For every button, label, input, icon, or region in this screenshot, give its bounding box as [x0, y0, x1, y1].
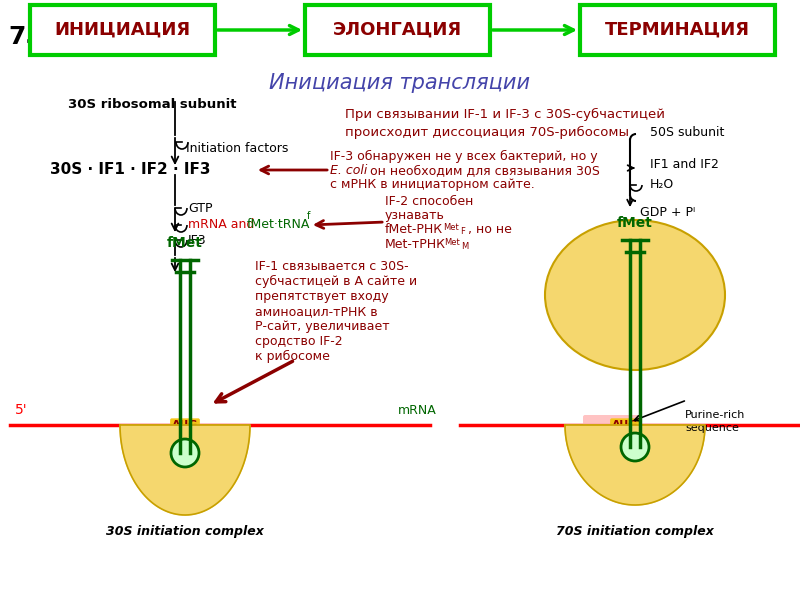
Text: Р-сайт, увеличивает: Р-сайт, увеличивает	[255, 320, 390, 333]
Text: к рибосоме: к рибосоме	[255, 350, 330, 363]
Text: mRNA and: mRNA and	[188, 218, 258, 232]
Polygon shape	[565, 425, 705, 505]
Text: F: F	[460, 227, 465, 236]
Text: Met: Met	[444, 238, 460, 247]
Text: аминоацил-тРНК в: аминоацил-тРНК в	[255, 305, 378, 318]
Text: 70S initiation complex: 70S initiation complex	[556, 525, 714, 538]
Text: препятствует входу: препятствует входу	[255, 290, 389, 303]
Text: 5': 5'	[15, 403, 28, 417]
Text: IF-3 обнаружен не у всех бактерий, но у: IF-3 обнаружен не у всех бактерий, но у	[330, 150, 598, 163]
FancyBboxPatch shape	[305, 5, 490, 55]
Text: f: f	[307, 211, 310, 221]
Text: IF-1 связывается с 30S-: IF-1 связывается с 30S-	[255, 260, 409, 273]
FancyBboxPatch shape	[580, 5, 775, 55]
Text: fMet: fMet	[617, 216, 653, 230]
Text: 30S ribosomal subunit: 30S ribosomal subunit	[68, 98, 237, 111]
Text: IF3: IF3	[188, 233, 206, 247]
FancyBboxPatch shape	[583, 415, 642, 435]
Text: IF1 and IF2: IF1 and IF2	[650, 158, 719, 172]
Text: узнавать: узнавать	[385, 209, 445, 222]
Text: fMet-РНК: fMet-РНК	[385, 223, 443, 236]
Text: Инициация трансляции: Инициация трансляции	[270, 73, 530, 93]
Text: AUG: AUG	[172, 420, 198, 430]
Ellipse shape	[621, 433, 649, 461]
Text: Met-тРНК: Met-тРНК	[385, 238, 446, 251]
Text: с мРНК в инициаторном сайте.: с мРНК в инициаторном сайте.	[330, 178, 534, 191]
Text: При связывании IF-1 и IF-3 с 30S-субчастицей
происходит диссоциация 70S-рибосомы: При связывании IF-1 и IF-3 с 30S-субчаст…	[345, 108, 665, 139]
Text: AUG: AUG	[612, 420, 638, 430]
Text: он необходим для связывания 30S: он необходим для связывания 30S	[366, 164, 600, 177]
Text: GTP: GTP	[188, 202, 213, 214]
Text: 75: 75	[8, 25, 42, 49]
Text: ИНИЦИАЦИЯ: ИНИЦИАЦИЯ	[54, 21, 190, 39]
Text: H₂O: H₂O	[650, 179, 674, 191]
Text: GDP + Pᴵ: GDP + Pᴵ	[640, 205, 695, 218]
FancyBboxPatch shape	[30, 5, 215, 55]
Text: Initiation factors: Initiation factors	[186, 142, 288, 154]
Ellipse shape	[545, 220, 725, 370]
Text: fMet: fMet	[167, 236, 203, 250]
Text: Met: Met	[443, 223, 458, 232]
Text: , но не: , но не	[468, 223, 512, 236]
Text: E. coli: E. coli	[330, 164, 367, 177]
Text: ЭЛОНГАЦИЯ: ЭЛОНГАЦИЯ	[333, 21, 462, 39]
Text: fMet·tRNA: fMet·tRNA	[247, 218, 310, 232]
Text: IF-2 способен: IF-2 способен	[385, 195, 474, 208]
Text: Purine-rich
sequence: Purine-rich sequence	[685, 410, 746, 433]
Text: 30S · IF1 · IF2 · IF3: 30S · IF1 · IF2 · IF3	[50, 163, 210, 178]
Text: 50S subunit: 50S subunit	[650, 125, 724, 139]
Polygon shape	[120, 425, 250, 515]
Text: ТЕРМИНАЦИЯ: ТЕРМИНАЦИЯ	[605, 21, 750, 39]
Text: субчастицей в А сайте и: субчастицей в А сайте и	[255, 275, 417, 288]
Text: сродство IF-2: сродство IF-2	[255, 335, 342, 348]
Text: M: M	[461, 242, 468, 251]
Text: mRNA: mRNA	[398, 404, 437, 417]
Ellipse shape	[171, 439, 199, 467]
Text: 30S initiation complex: 30S initiation complex	[106, 525, 264, 538]
